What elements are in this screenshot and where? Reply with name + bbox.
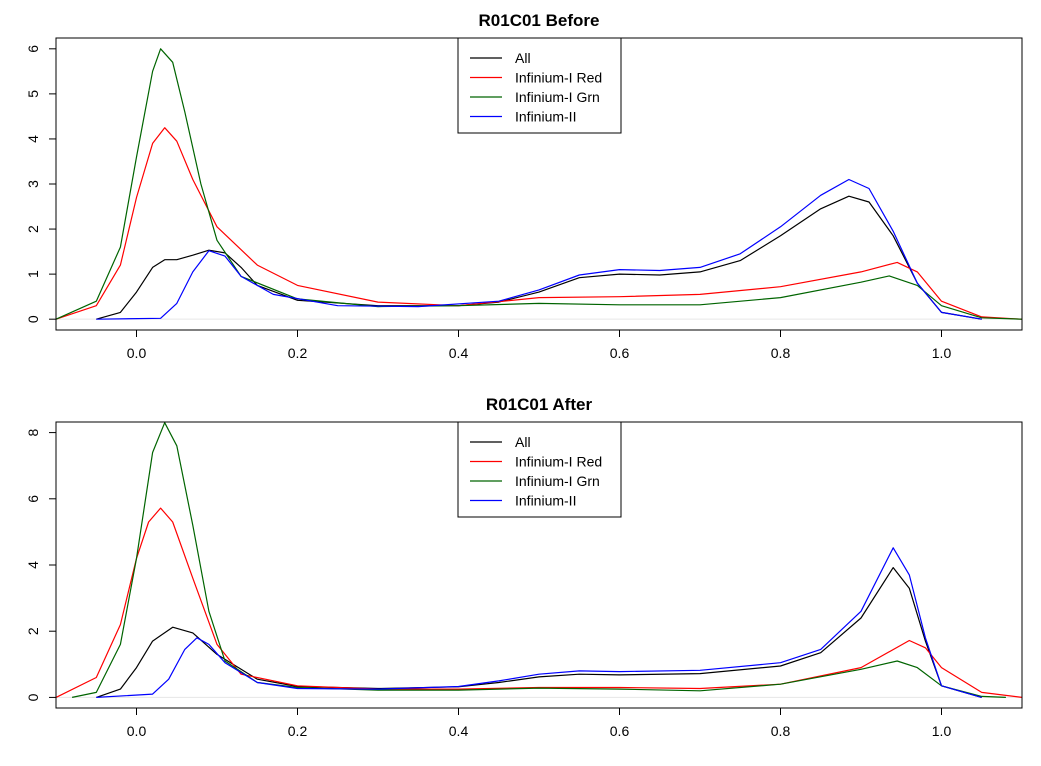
legend-label: Infinium-II <box>515 109 576 125</box>
y-tick-label: 6 <box>25 495 41 503</box>
series-line-all <box>96 567 982 698</box>
x-tick-label: 0.6 <box>610 345 630 361</box>
x-tick-label: 0.8 <box>771 723 791 739</box>
chart-panel-1: R01C01 Before 0.0 0.2 0.4 0.6 0.8 1.0 0 1 2 3 4 5 6 Al… <box>25 11 1023 361</box>
legend-box <box>457 37 622 134</box>
x-tick-label: 0.0 <box>127 345 147 361</box>
legend-label: All <box>515 434 531 450</box>
legend-label: Infinium-I Grn <box>515 89 600 105</box>
chart-panel-2: R01C01 After 0.0 0.2 0.4 0.6 0.8 1.0 0 2 4 6 8 All In… <box>25 395 1023 739</box>
legend-box <box>457 421 622 518</box>
series-line-infinium-i-red <box>55 507 1023 698</box>
y-tick-label: 6 <box>25 45 41 53</box>
x-tick-label: 1.0 <box>932 723 952 739</box>
x-tick-label: 0.6 <box>610 723 630 739</box>
legend-label: Infinium-I Grn <box>515 473 600 489</box>
series-line-infinium-ii <box>96 547 982 698</box>
y-tick-label: 5 <box>25 90 41 98</box>
x-tick-label: 1.0 <box>932 345 952 361</box>
y-tick-label: 1 <box>25 270 41 278</box>
y-tick-label: 4 <box>25 561 41 569</box>
chart-title: R01C01 After <box>486 395 593 414</box>
legend: All Infinium-I Red Infinium-I Grn Infinium-… <box>457 421 622 518</box>
y-tick-label: 2 <box>25 627 41 635</box>
y-tick-label: 4 <box>25 135 41 143</box>
legend-label: Infinium-II <box>515 493 576 509</box>
x-tick-label: 0.8 <box>771 345 791 361</box>
x-tick-label: 0.2 <box>288 345 308 361</box>
x-tick-label: 0.4 <box>449 345 469 361</box>
x-tick-label: 0.2 <box>288 723 308 739</box>
y-tick-label: 3 <box>25 180 41 188</box>
series-line-infinium-i-red <box>55 127 1023 320</box>
series-line-infinium-ii <box>96 178 982 320</box>
legend-label: All <box>515 50 531 66</box>
x-tick-label: 0.0 <box>127 723 147 739</box>
x-tick-label: 0.4 <box>449 723 469 739</box>
y-tick-label: 2 <box>25 225 41 233</box>
legend: All Infinium-I Red Infinium-I Grn Infinium-… <box>457 37 622 134</box>
y-tick-label: 0 <box>25 315 41 323</box>
y-tick-label: 8 <box>25 428 41 436</box>
series-line-infinium-i-grn <box>55 48 1023 320</box>
legend-label: Infinium-I Red <box>515 454 602 470</box>
y-tick-label: 0 <box>25 693 41 701</box>
chart-title: R01C01 Before <box>479 11 600 30</box>
legend-label: Infinium-I Red <box>515 70 602 86</box>
